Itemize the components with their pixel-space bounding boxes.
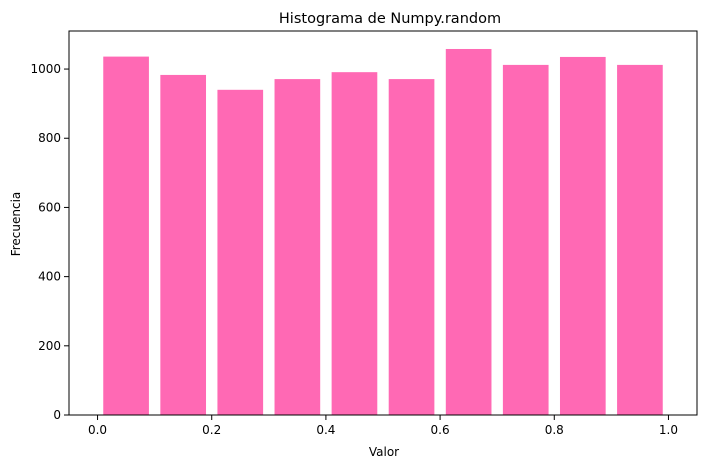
bar-0 [103,56,149,415]
bar-5 [388,79,435,415]
x-tick-label-3: 0.6 [431,423,450,437]
bar-8 [559,56,606,415]
y-tick-label-1: 200 [38,339,61,353]
bar-2 [217,89,264,415]
y-tick-label-4: 800 [38,131,61,145]
bar-4 [331,72,378,415]
x-tick-label-2: 0.4 [316,423,335,437]
bars-layer [103,48,663,416]
axes-layer: 0.0 0.2 0.4 0.6 0.8 1.0 0 200 400 600 800 1000 [30,30,698,437]
y-tick-label-3: 600 [38,200,61,214]
y-tick-label-2: 400 [38,270,61,284]
bar-3 [274,79,321,415]
y-axis-label: Frecuencia [9,192,23,257]
x-tick-label-1: 0.2 [202,423,221,437]
bar-7 [502,64,549,415]
bar-1 [160,74,207,416]
chart-title: Histograma de Numpy.random [279,11,501,27]
y-tick-label-5: 1000 [30,62,61,76]
x-tick-label-4: 0.8 [545,423,564,437]
y-tick-label-0: 0 [53,408,61,422]
x-axis-label: Valor [369,445,399,459]
bar-9 [617,64,663,415]
x-tick-label-0: 0.0 [88,423,107,437]
x-tick-label-5: 1.0 [659,423,678,437]
bar-6 [445,48,492,415]
plot-frame [68,30,698,416]
